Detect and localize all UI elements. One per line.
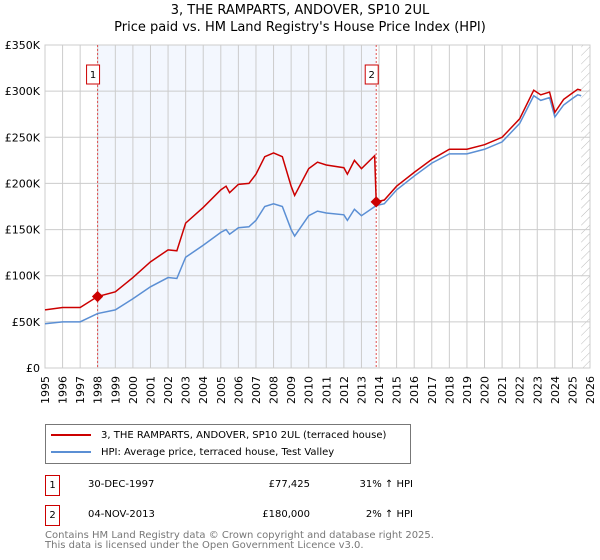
hpi-diff: 2% ↑ HPI	[365, 509, 413, 520]
x-tick-label: 2009	[285, 376, 298, 404]
x-tick-label: 1998	[92, 376, 105, 404]
x-tick-label: 2015	[391, 376, 404, 404]
x-tick-label: 2011	[320, 376, 333, 404]
marker-badge: 1	[45, 475, 60, 496]
x-tick-label: 2022	[514, 376, 527, 404]
x-tick-label: 2010	[303, 376, 316, 404]
price-paid-line	[44, 88, 582, 311]
x-tick-label: 1995	[39, 376, 52, 404]
forecast-hatch	[581, 45, 590, 368]
y-tick-label: £300K	[5, 85, 41, 98]
x-tick-label: 2003	[180, 376, 193, 404]
sale-price: £180,000	[262, 509, 310, 520]
x-tick-label: 2008	[268, 376, 281, 404]
transaction-row: 1 30-DEC-1997 £77,425 31% ↑ HPI	[45, 475, 445, 496]
y-tick-label: £100K	[5, 270, 41, 283]
y-tick-label: £350K	[5, 39, 41, 52]
hpi-line	[44, 94, 582, 325]
sale-label: 2	[369, 70, 375, 81]
legend-item-hpi: HPI: Average price, terraced house, Test…	[46, 444, 334, 460]
x-tick-label: 2012	[338, 376, 351, 404]
x-tick-label: 2020	[479, 376, 492, 404]
hpi-diff: 31% ↑ HPI	[359, 479, 413, 490]
legend-item-price: 3, THE RAMPARTS, ANDOVER, SP10 2UL (terr…	[46, 427, 386, 443]
x-tick-label: 2018	[443, 376, 456, 404]
legend-label: HPI: Average price, terraced house, Test…	[101, 446, 335, 458]
sale-label: 1	[90, 70, 96, 81]
x-tick-label: 2014	[373, 376, 386, 404]
legend-swatch	[51, 434, 91, 436]
y-tick-label: £0	[26, 362, 40, 375]
chart: 1995 1996 1997 1998 1999 2000 2001 2002 2003 2004…	[5, 39, 597, 404]
sale-period-shading	[97, 45, 377, 368]
y-tick-label: £150K	[5, 224, 41, 237]
x-tick-label: 2016	[408, 376, 421, 404]
x-tick-label: 2023	[531, 376, 544, 404]
x-tick-label: 2001	[144, 376, 157, 404]
x-tick-label: 2025	[566, 376, 579, 404]
x-tick-label: 2005	[215, 376, 228, 404]
y-tick-label: £200K	[5, 177, 41, 190]
sale-label-box	[86, 64, 101, 85]
marker-badge: 2	[45, 505, 60, 526]
footer-line: This data is licensed under the Open Gov…	[45, 540, 364, 551]
x-tick-label: 2024	[549, 376, 562, 404]
plot-border	[44, 44, 591, 369]
sale-point	[370, 196, 382, 208]
legend-swatch	[51, 451, 91, 453]
legend-label: 3, THE RAMPARTS, ANDOVER, SP10 2UL (terr…	[101, 429, 387, 441]
x-tick-label: 1996	[57, 376, 70, 404]
y-tick-label: £50K	[12, 316, 41, 329]
x-tick-label: 2000	[127, 376, 140, 404]
x-tick-label: 1997	[74, 376, 87, 404]
sale-date: 04-NOV-2013	[88, 509, 155, 520]
footer: Contains HM Land Registry data © Crown c…	[45, 531, 434, 551]
x-tick-label: 2013	[355, 376, 368, 404]
x-tick-label: 2006	[232, 376, 245, 404]
footer-line: Contains HM Land Registry data © Crown c…	[45, 530, 434, 541]
sale-label-box	[364, 64, 379, 85]
x-tick-label: 1999	[109, 376, 122, 404]
x-tick-label: 2007	[250, 376, 263, 404]
chart-subtitle: Price paid vs. HM Land Registry's House …	[114, 20, 486, 35]
y-tick-label: £250K	[5, 131, 41, 144]
chart-title: 3, THE RAMPARTS, ANDOVER, SP10 2UL	[170, 3, 430, 18]
transaction-row: 2 04-NOV-2013 £180,000 2% ↑ HPI	[45, 505, 445, 526]
x-tick-label: 2026	[584, 376, 597, 404]
sale-date: 30-DEC-1997	[88, 479, 155, 490]
x-tick-label: 2004	[197, 376, 210, 404]
x-tick-label: 2021	[496, 376, 509, 404]
x-tick-label: 2002	[162, 376, 175, 404]
x-tick-label: 2019	[461, 376, 474, 404]
x-tick-label: 2017	[426, 376, 439, 404]
legend: 3, THE RAMPARTS, ANDOVER, SP10 2UL (terr…	[45, 424, 411, 464]
sale-price: £77,425	[268, 479, 310, 490]
